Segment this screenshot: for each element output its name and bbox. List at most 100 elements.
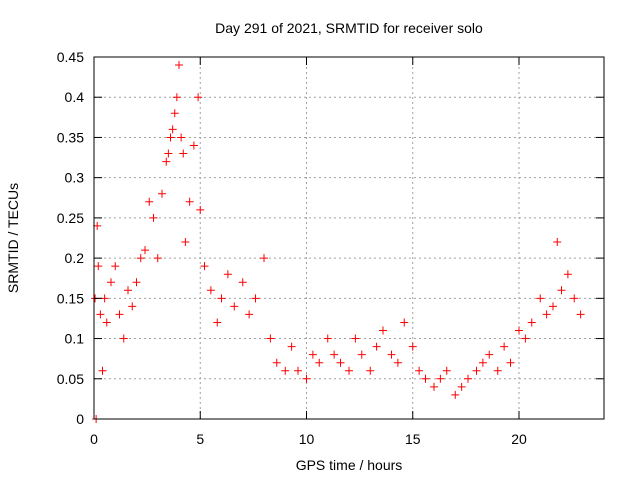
- data-point: [266, 334, 275, 343]
- x-tick-label: 20: [511, 431, 527, 447]
- data-point: [206, 286, 215, 295]
- data-point: [457, 382, 466, 391]
- x-tick-label: 5: [196, 431, 204, 447]
- chart-title: Day 291 of 2021, SRMTID for receiver sol…: [215, 20, 483, 36]
- data-point: [515, 326, 523, 335]
- data-point: [393, 358, 402, 367]
- data-point: [251, 294, 260, 303]
- y-axis-label: SRMTID / TECUs: [5, 183, 21, 293]
- data-point: [98, 366, 107, 375]
- data-point: [430, 382, 438, 391]
- data-point: [451, 390, 460, 399]
- data-point: [149, 213, 158, 222]
- data-point: [400, 318, 409, 327]
- data-point: [472, 366, 481, 375]
- data-point: [223, 270, 232, 279]
- data-point: [145, 197, 154, 206]
- y-tick-label: 0: [76, 411, 84, 427]
- data-point: [336, 358, 345, 367]
- data-point: [345, 366, 353, 375]
- data-point: [170, 109, 179, 118]
- y-tick-label: 0.4: [65, 89, 85, 105]
- data-point: [217, 294, 226, 303]
- data-point: [115, 310, 124, 319]
- data-point: [162, 157, 171, 166]
- data-point: [153, 254, 162, 263]
- y-tick-label: 0.25: [57, 210, 84, 226]
- data-point: [493, 366, 502, 375]
- data-point: [527, 318, 536, 327]
- data-point: [287, 342, 296, 351]
- data-point: [308, 350, 317, 359]
- x-tick-label: 0: [90, 431, 98, 447]
- data-point: [136, 254, 145, 263]
- x-axis-label: GPS time / hours: [296, 457, 403, 473]
- data-point: [542, 310, 551, 319]
- data-point: [179, 149, 188, 158]
- y-tick-label: 0.3: [65, 170, 85, 186]
- data-point: [500, 342, 509, 351]
- data-point: [102, 318, 111, 327]
- data-point: [94, 262, 103, 271]
- data-point: [181, 238, 190, 247]
- data-point: [421, 374, 430, 383]
- data-point: [464, 374, 472, 383]
- data-point: [549, 302, 557, 311]
- data-point: [238, 278, 247, 287]
- data-point: [315, 358, 324, 367]
- data-point: [107, 278, 115, 287]
- data-point: [557, 286, 566, 295]
- data-point: [164, 149, 173, 158]
- y-tick-label: 0.45: [57, 49, 84, 65]
- data-point: [245, 310, 254, 319]
- data-point: [96, 310, 105, 319]
- data-point: [189, 141, 198, 150]
- data-point: [111, 262, 120, 271]
- y-tick-label: 0.15: [57, 290, 84, 306]
- axis-ticks: 0 0.05 0.1 0.15 0.2 0.25 0.3 0.35 0.4 0.45 0 5 10 15 2…: [57, 49, 604, 447]
- data-point: [132, 278, 141, 287]
- data-point: [436, 374, 445, 383]
- data-point: [200, 262, 209, 271]
- data-point: [168, 125, 177, 134]
- data-point: [442, 366, 451, 375]
- data-point: [330, 350, 339, 359]
- plot-frame: [93, 56, 605, 420]
- data-point: [194, 93, 203, 102]
- data-point: [166, 133, 175, 142]
- data-point: [93, 221, 102, 230]
- data-point: [141, 246, 149, 255]
- data-point: [478, 358, 487, 367]
- data-point: [294, 366, 302, 375]
- data-point: [260, 254, 268, 263]
- data-point: [281, 366, 290, 375]
- data-point: [553, 238, 562, 247]
- data-point: [196, 205, 205, 214]
- data-point: [521, 334, 530, 343]
- data-point: [536, 294, 545, 303]
- data-point: [379, 326, 387, 335]
- grid: [94, 57, 604, 419]
- data-point: [177, 133, 186, 142]
- data-point: [351, 334, 360, 343]
- data-point: [172, 93, 181, 102]
- data-point: [128, 302, 137, 311]
- data-point: [357, 350, 366, 359]
- y-tick-label: 0.05: [57, 371, 84, 387]
- data-point: [272, 358, 281, 367]
- data-point: [302, 374, 311, 383]
- data-point: [576, 310, 585, 319]
- x-tick-label: 15: [405, 431, 421, 447]
- data-point: [213, 318, 222, 327]
- data-point: [185, 197, 194, 206]
- data-point: [563, 270, 572, 279]
- data-point: [570, 294, 579, 303]
- data-point: [124, 286, 132, 295]
- data-point: [372, 342, 381, 351]
- y-tick-label: 0.1: [65, 331, 85, 347]
- data-point: [387, 350, 396, 359]
- y-tick-label: 0.35: [57, 129, 84, 145]
- data-points: [91, 61, 585, 423]
- data-point: [323, 334, 332, 343]
